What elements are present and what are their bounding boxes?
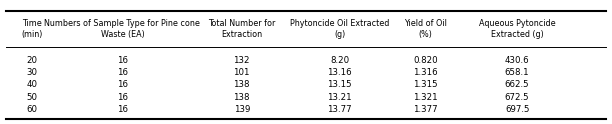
Text: 1.315: 1.315 xyxy=(413,80,438,89)
Text: 8.20: 8.20 xyxy=(330,56,349,65)
Text: 139: 139 xyxy=(234,105,250,114)
Text: 16: 16 xyxy=(117,93,128,102)
Text: 60: 60 xyxy=(26,105,37,114)
Text: Numbers of Sample Type for Pine cone
Waste (EA): Numbers of Sample Type for Pine cone Was… xyxy=(45,19,200,39)
Text: 13.77: 13.77 xyxy=(327,105,352,114)
Text: 16: 16 xyxy=(117,56,128,65)
Text: 16: 16 xyxy=(117,105,128,114)
Text: Aqueous Pytoncide
Extracted (g): Aqueous Pytoncide Extracted (g) xyxy=(479,19,556,39)
Text: 1.321: 1.321 xyxy=(413,93,438,102)
Text: 0.820: 0.820 xyxy=(413,56,438,65)
Text: 138: 138 xyxy=(234,80,250,89)
Text: 13.15: 13.15 xyxy=(327,80,352,89)
Text: 1.316: 1.316 xyxy=(413,68,438,77)
Text: Yield of Oil
(%): Yield of Oil (%) xyxy=(404,19,447,39)
Text: 662.5: 662.5 xyxy=(505,80,529,89)
Text: 50: 50 xyxy=(26,93,37,102)
Text: Phytoncide Oil Extracted
(g): Phytoncide Oil Extracted (g) xyxy=(290,19,389,39)
Text: 20: 20 xyxy=(26,56,37,65)
Text: 16: 16 xyxy=(117,68,128,77)
Text: 1.377: 1.377 xyxy=(413,105,438,114)
Text: 30: 30 xyxy=(26,68,37,77)
Text: Total Number for
Extraction: Total Number for Extraction xyxy=(208,19,275,39)
Text: 132: 132 xyxy=(234,56,250,65)
Text: 101: 101 xyxy=(234,68,250,77)
Text: 697.5: 697.5 xyxy=(505,105,529,114)
Text: 672.5: 672.5 xyxy=(505,93,529,102)
Text: 40: 40 xyxy=(26,80,37,89)
Text: 138: 138 xyxy=(234,93,250,102)
Text: 13.16: 13.16 xyxy=(327,68,352,77)
Text: 658.1: 658.1 xyxy=(505,68,529,77)
Text: 13.21: 13.21 xyxy=(327,93,352,102)
Text: 16: 16 xyxy=(117,80,128,89)
Text: Time
(min): Time (min) xyxy=(21,19,42,39)
Text: 430.6: 430.6 xyxy=(505,56,529,65)
